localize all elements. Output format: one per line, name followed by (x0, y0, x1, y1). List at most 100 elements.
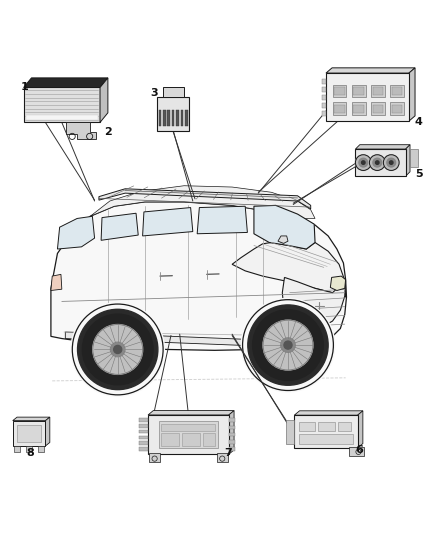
Polygon shape (161, 433, 179, 446)
Circle shape (82, 314, 153, 385)
Polygon shape (334, 105, 345, 113)
Polygon shape (139, 447, 148, 451)
Polygon shape (203, 433, 215, 446)
Text: 5: 5 (415, 169, 423, 179)
Circle shape (284, 341, 292, 349)
Polygon shape (373, 105, 383, 113)
Text: 3: 3 (151, 88, 158, 98)
Polygon shape (392, 87, 403, 95)
Text: 1: 1 (21, 82, 28, 92)
Polygon shape (182, 433, 200, 446)
Polygon shape (352, 102, 366, 115)
Polygon shape (139, 430, 148, 433)
Polygon shape (139, 436, 148, 439)
Polygon shape (338, 422, 351, 431)
Circle shape (110, 342, 125, 357)
Polygon shape (99, 189, 311, 209)
Polygon shape (149, 453, 160, 462)
Polygon shape (90, 185, 315, 219)
Polygon shape (159, 422, 218, 448)
Polygon shape (409, 68, 415, 121)
Polygon shape (299, 434, 353, 443)
Text: 8: 8 (27, 448, 34, 458)
Polygon shape (139, 418, 148, 422)
Polygon shape (167, 110, 170, 126)
Polygon shape (334, 87, 345, 95)
Polygon shape (51, 274, 62, 290)
Circle shape (248, 305, 328, 385)
Text: 6: 6 (355, 445, 363, 455)
Polygon shape (13, 417, 50, 421)
Polygon shape (163, 110, 166, 126)
Polygon shape (371, 85, 385, 97)
Polygon shape (356, 149, 406, 176)
Polygon shape (46, 417, 50, 446)
Polygon shape (406, 144, 410, 176)
Polygon shape (326, 73, 409, 121)
Polygon shape (410, 149, 418, 167)
Polygon shape (278, 236, 288, 244)
Polygon shape (51, 202, 346, 350)
Circle shape (383, 155, 399, 171)
Polygon shape (286, 419, 294, 443)
Polygon shape (24, 78, 108, 87)
Polygon shape (254, 205, 315, 249)
Polygon shape (321, 111, 326, 116)
Polygon shape (148, 410, 234, 415)
Polygon shape (352, 85, 366, 97)
Circle shape (359, 158, 367, 167)
Polygon shape (65, 332, 315, 349)
Polygon shape (229, 433, 235, 437)
Circle shape (387, 158, 396, 167)
Polygon shape (14, 446, 20, 453)
Circle shape (114, 345, 122, 353)
Polygon shape (66, 123, 96, 139)
Polygon shape (39, 446, 44, 453)
Polygon shape (162, 87, 184, 96)
Circle shape (375, 161, 379, 164)
Polygon shape (390, 102, 404, 115)
Polygon shape (180, 110, 183, 126)
Polygon shape (148, 415, 229, 454)
Polygon shape (143, 207, 193, 236)
Polygon shape (232, 243, 346, 297)
Polygon shape (26, 115, 98, 120)
Polygon shape (318, 422, 335, 431)
Polygon shape (330, 276, 346, 290)
Polygon shape (332, 102, 346, 115)
Polygon shape (101, 213, 138, 240)
Circle shape (373, 158, 381, 167)
Polygon shape (356, 144, 410, 149)
Polygon shape (161, 424, 215, 431)
Circle shape (253, 310, 323, 381)
Polygon shape (321, 79, 326, 84)
Polygon shape (332, 85, 346, 97)
Polygon shape (17, 425, 41, 441)
Circle shape (93, 325, 143, 374)
Polygon shape (185, 110, 187, 126)
Polygon shape (299, 422, 315, 431)
Circle shape (356, 155, 371, 171)
Polygon shape (300, 328, 317, 336)
Polygon shape (321, 87, 326, 92)
Text: 4: 4 (414, 117, 422, 126)
Polygon shape (283, 277, 346, 343)
Polygon shape (159, 110, 161, 126)
Polygon shape (100, 78, 108, 123)
Polygon shape (13, 421, 46, 446)
Polygon shape (349, 447, 364, 456)
Polygon shape (229, 418, 235, 422)
Polygon shape (24, 87, 100, 123)
Polygon shape (26, 446, 32, 453)
Polygon shape (392, 105, 403, 113)
Polygon shape (326, 68, 415, 73)
Polygon shape (357, 411, 363, 448)
Polygon shape (294, 415, 357, 448)
Polygon shape (229, 410, 234, 454)
Polygon shape (373, 87, 383, 95)
Circle shape (263, 320, 313, 370)
Circle shape (389, 161, 393, 164)
Polygon shape (353, 105, 364, 113)
Circle shape (369, 155, 385, 171)
Polygon shape (172, 110, 174, 126)
